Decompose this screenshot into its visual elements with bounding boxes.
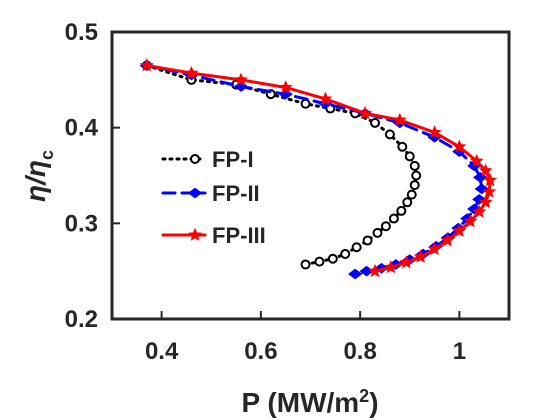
x-axis-label-suffix: ) [369, 387, 378, 418]
series-marker-fp-i [314, 256, 325, 267]
series-marker-fp-i [402, 197, 413, 208]
axes-frame [110, 30, 511, 321]
x-axis-label-main: P (MW/m [241, 387, 359, 418]
legend: FP-I FP-II FP-III [161, 147, 266, 248]
series-marker-fp-iii [368, 263, 382, 278]
series-marker-fp-i [351, 242, 362, 253]
series-marker-fp-i [388, 213, 399, 224]
legend-item-fp-i: FP-I [161, 147, 254, 172]
y-ticks: 0.2 0.3 0.4 0.5 [65, 19, 120, 333]
series-marker-fp-i [411, 170, 422, 181]
series-marker-fp-i [372, 227, 383, 238]
series-marker-fp-iii [472, 204, 487, 218]
series-marker-fp-iii [469, 153, 484, 168]
series-marker-fp-iii [440, 233, 455, 247]
series-marker-fp-i [300, 98, 311, 109]
x-tick-label: 0.8 [343, 338, 376, 365]
y-axis-label: η/ηc [20, 150, 57, 202]
series-marker-fp-iii [482, 184, 497, 198]
series-marker-fp-iii [478, 194, 493, 209]
y-tick-label: 0.4 [65, 115, 99, 142]
series-marker-fp-iii [392, 112, 407, 126]
series-marker-fp-i [396, 205, 407, 216]
series-layer [139, 58, 498, 280]
legend-marker-fp-ii [187, 187, 203, 199]
legend-marker-fp-iii [188, 227, 202, 241]
legend-label-fp-iii: FP-III [212, 223, 266, 248]
series-marker-fp-i [300, 259, 311, 270]
series-marker-fp-iii [278, 80, 293, 94]
series-marker-fp-i [327, 253, 338, 264]
x-ticks: 0.4 0.6 0.8 1 [145, 311, 466, 365]
series-marker-fp-iii [427, 241, 442, 256]
y-axis-label-subscript: c [37, 150, 57, 160]
series-marker-fp-i [380, 221, 391, 232]
series-fp-iii [139, 58, 498, 278]
series-marker-fp-iii [427, 125, 442, 139]
x-axis-label: P (MW/m2) [241, 386, 378, 418]
series-marker-fp-iii [483, 172, 498, 187]
x-axis-label-superscript: 2 [359, 386, 369, 406]
y-axis-label-main: η/η [20, 160, 51, 202]
series-marker-fp-iii [318, 91, 333, 105]
x-tick-label: 0.4 [145, 338, 179, 365]
series-marker-fp-i [409, 160, 420, 171]
legend-item-fp-iii: FP-III [161, 223, 266, 248]
series-marker-fp-iii [452, 139, 467, 153]
series-marker-fp-iii [452, 223, 467, 237]
series-marker-fp-i [397, 141, 408, 152]
legend-label-fp-ii: FP-II [212, 181, 260, 206]
legend-marker-fp-i [190, 154, 200, 164]
x-tick-label: 1 [453, 338, 466, 365]
series-marker-fp-i [340, 248, 351, 259]
series-marker-fp-iii [413, 249, 428, 263]
series-marker-fp-i [409, 180, 420, 191]
series-marker-fp-i [406, 189, 417, 200]
y-tick-label: 0.3 [65, 210, 98, 237]
series-marker-fp-iii [383, 260, 398, 274]
series-marker-fp-iii [399, 255, 414, 269]
y-tick-label: 0.5 [65, 19, 98, 46]
series-marker-fp-iii [463, 214, 478, 228]
y-tick-label: 0.2 [65, 306, 98, 333]
series-marker-fp-i [370, 117, 381, 128]
x-tick-label: 0.6 [244, 338, 277, 365]
series-marker-fp-iii [478, 163, 493, 177]
series-marker-fp-iii [139, 58, 154, 72]
series-marker-fp-iii [234, 72, 248, 86]
series-marker-fp-i [362, 235, 373, 246]
series-marker-fp-iii [358, 106, 373, 120]
series-marker-fp-ii [347, 268, 363, 280]
legend-item-fp-ii: FP-II [161, 181, 260, 206]
series-marker-fp-iii [184, 65, 199, 80]
series-marker-fp-i [404, 151, 415, 162]
legend-label-fp-i: FP-I [212, 147, 254, 172]
series-marker-fp-i [384, 129, 395, 140]
